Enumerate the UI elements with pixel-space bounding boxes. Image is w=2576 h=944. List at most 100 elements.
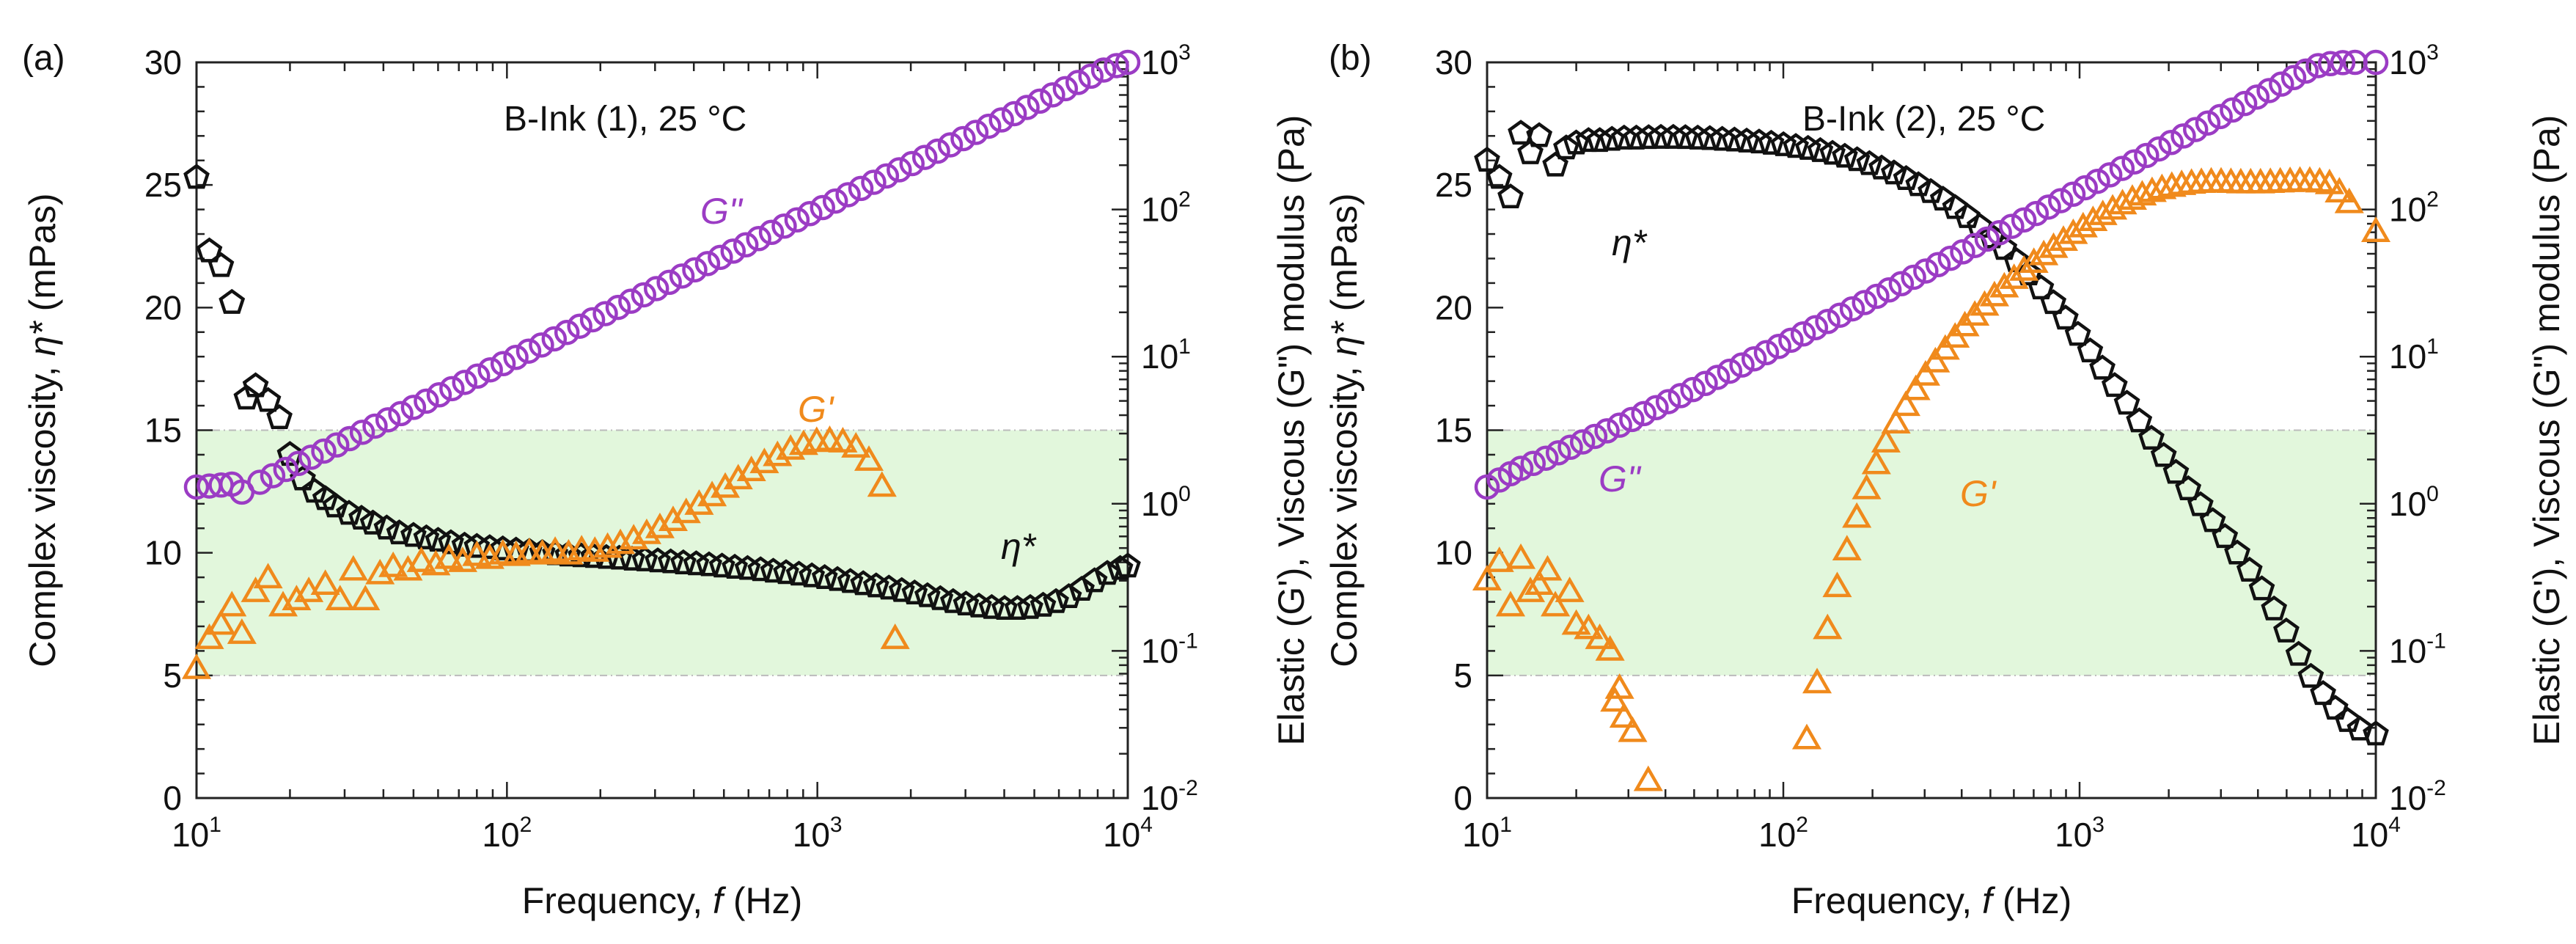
series-g-prime bbox=[1472, 166, 2391, 791]
g-double-prime-marker bbox=[273, 456, 299, 483]
g-double-prime-marker bbox=[183, 474, 210, 500]
g-double-prime-marker bbox=[1901, 264, 1926, 290]
g-prime-marker bbox=[1472, 565, 1502, 590]
g-double-prime-marker bbox=[2134, 142, 2159, 169]
x-tick-label: 101 bbox=[1462, 813, 1512, 854]
g-double-prime-marker bbox=[414, 388, 439, 414]
g-double-prime-marker bbox=[835, 182, 861, 208]
g-double-prime-marker bbox=[656, 269, 682, 296]
g-prime-marker bbox=[2107, 189, 2138, 215]
g-prime-marker bbox=[2048, 225, 2079, 251]
g-double-prime-marker bbox=[1078, 63, 1104, 89]
g-prime-marker bbox=[749, 447, 779, 474]
g-prime-marker bbox=[2117, 184, 2147, 210]
series-label-gp: G' bbox=[1960, 473, 1997, 514]
eta-marker bbox=[1905, 171, 1932, 197]
eta-marker bbox=[1918, 178, 1944, 203]
g-double-prime-marker bbox=[1913, 258, 1939, 284]
eta-marker bbox=[322, 492, 349, 518]
eta-marker bbox=[1954, 202, 1981, 228]
g-double-prime-marker bbox=[1974, 226, 2000, 252]
eta-marker bbox=[233, 384, 260, 410]
series-label-eta: η* bbox=[1612, 222, 1648, 263]
y-left-tick-label: 10 bbox=[1435, 534, 1472, 572]
panel-annotation: B-Ink (1), 25 °C bbox=[504, 100, 746, 139]
g-double-prime-marker bbox=[682, 257, 708, 283]
g-double-prime-marker bbox=[567, 313, 592, 339]
g-double-prime-marker bbox=[247, 469, 273, 495]
g-double-prime-marker bbox=[285, 450, 312, 477]
g-double-prime-marker bbox=[1864, 283, 1890, 310]
g-double-prime-marker bbox=[873, 163, 900, 189]
eta-marker bbox=[1486, 164, 1513, 189]
g-prime-marker bbox=[1604, 673, 1634, 699]
eta-marker bbox=[2212, 523, 2239, 549]
panel-annotation: B-Ink (2), 25 °C bbox=[1802, 100, 2045, 139]
g-prime-marker bbox=[1791, 723, 1822, 750]
g-prime-marker bbox=[365, 558, 395, 585]
g-prime-marker bbox=[2360, 216, 2391, 242]
eta-marker bbox=[242, 372, 269, 398]
g-double-prime-marker bbox=[1704, 365, 1731, 390]
eta-marker bbox=[2064, 321, 2091, 346]
g-double-prime-marker bbox=[937, 132, 964, 158]
g-prime-marker bbox=[227, 618, 257, 644]
g-double-prime-marker bbox=[1474, 474, 1500, 500]
g-double-prime-marker bbox=[1852, 290, 1878, 315]
g-double-prime-marker bbox=[260, 463, 286, 489]
eta-marker bbox=[2273, 617, 2300, 643]
g-double-prime-marker bbox=[861, 169, 887, 195]
panel-label: (b) bbox=[1329, 39, 1372, 78]
eta-marker bbox=[1030, 591, 1057, 617]
g-double-prime-marker bbox=[2363, 49, 2389, 76]
eta-marker bbox=[1684, 124, 1711, 150]
g-prime-marker bbox=[338, 555, 368, 581]
y-right-tick-label: 103 bbox=[1141, 40, 1191, 81]
eta-marker bbox=[978, 593, 1005, 619]
g-double-prime-marker bbox=[720, 238, 746, 264]
eta-marker bbox=[1942, 194, 1969, 219]
g-double-prime-marker bbox=[643, 276, 669, 301]
g-double-prime-marker bbox=[2011, 207, 2037, 233]
g-prime-marker bbox=[697, 480, 727, 507]
g-prime-marker bbox=[1495, 590, 1526, 617]
g-double-prime-marker bbox=[848, 175, 874, 202]
eta-marker bbox=[683, 550, 710, 576]
g-double-prime-marker bbox=[529, 332, 554, 358]
g-double-prime-marker bbox=[758, 219, 785, 246]
eta-marker bbox=[2150, 442, 2177, 467]
series-label-gdp: G" bbox=[700, 191, 744, 232]
eta-marker bbox=[463, 533, 491, 558]
g-double-prime-marker bbox=[2109, 155, 2135, 181]
y-left-tick-label: 25 bbox=[144, 166, 182, 204]
g-double-prime-marker bbox=[2220, 97, 2245, 123]
eta-marker bbox=[2310, 680, 2336, 706]
g-double-prime-marker bbox=[375, 407, 401, 433]
g-double-prime-marker bbox=[1729, 352, 1755, 378]
g-double-prime-marker bbox=[1557, 434, 1583, 461]
eta-marker bbox=[670, 549, 697, 574]
g-double-prime-marker bbox=[2048, 188, 2074, 213]
g-double-prime-marker bbox=[988, 107, 1014, 133]
g-double-prime-marker bbox=[400, 395, 427, 420]
g-prime-marker bbox=[1585, 623, 1615, 649]
x-axis-label: Frequency, f (Hz) bbox=[1791, 880, 2072, 921]
series-label-gdp: G" bbox=[1599, 458, 1642, 500]
y-left-axis-label: Complex viscosity, η* (mPas) bbox=[22, 193, 63, 667]
g-prime-marker bbox=[1871, 427, 1901, 453]
eta-marker bbox=[1758, 129, 1785, 155]
eta-marker bbox=[1586, 127, 1613, 153]
y-left-tick-label: 15 bbox=[144, 411, 182, 450]
g-prime-marker bbox=[2147, 173, 2177, 200]
g-double-prime-marker bbox=[2280, 65, 2307, 91]
eta-marker bbox=[2334, 706, 2361, 732]
series-label-gp: G' bbox=[798, 389, 834, 430]
eta-marker bbox=[208, 252, 235, 277]
g-double-prime-marker bbox=[963, 120, 989, 145]
g-prime-marker bbox=[1832, 535, 1862, 561]
g-double-prime-marker bbox=[2231, 90, 2258, 117]
eta-marker bbox=[1474, 146, 1500, 172]
g-double-prime-marker bbox=[362, 413, 388, 439]
series-eta bbox=[183, 164, 1141, 621]
g-double-prime-marker bbox=[2060, 181, 2086, 208]
